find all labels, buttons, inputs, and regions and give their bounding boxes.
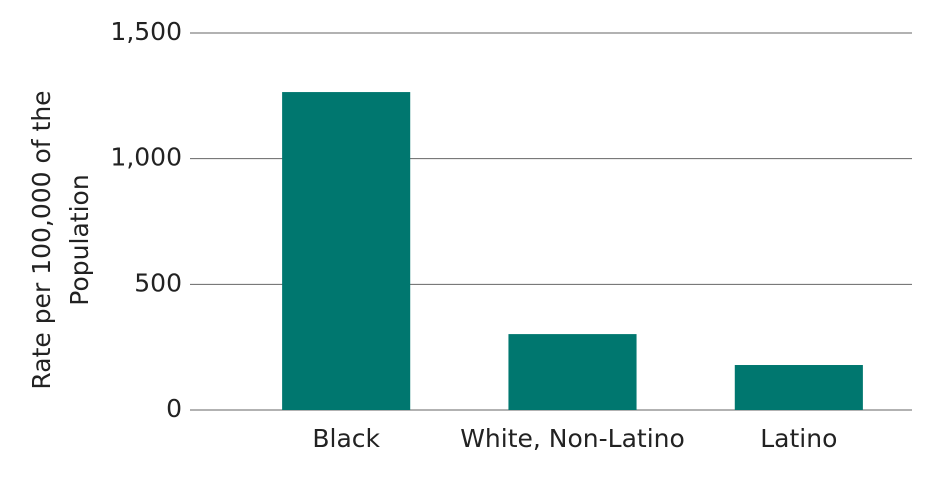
bar — [734, 365, 863, 410]
y-tick-label: 0 — [166, 394, 182, 423]
y-tick-label: 1,000 — [110, 143, 182, 172]
y-tick-label: 1,500 — [110, 17, 182, 46]
x-tick-label: Latino — [760, 424, 837, 453]
bar — [282, 92, 411, 411]
x-tick-label: White, Non-Latino — [460, 424, 685, 453]
y-tick-label: 500 — [134, 268, 182, 297]
y-axis-label: Rate per 100,000 of the Population — [27, 90, 94, 390]
bar — [508, 334, 637, 410]
x-tick-label: Black — [312, 424, 380, 453]
